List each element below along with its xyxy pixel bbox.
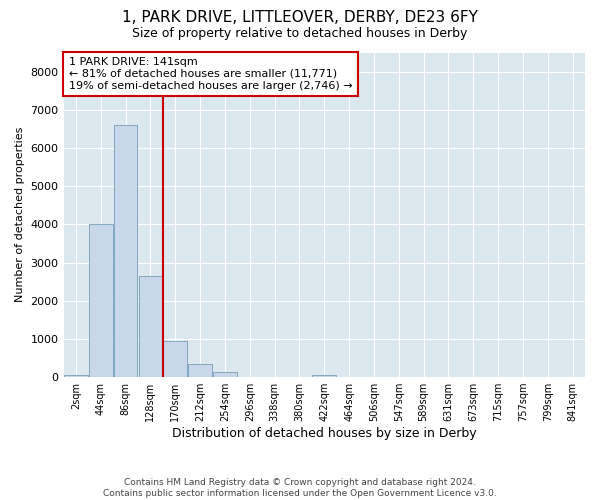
Y-axis label: Number of detached properties: Number of detached properties xyxy=(15,127,25,302)
Bar xyxy=(139,276,162,377)
Text: 1, PARK DRIVE, LITTLEOVER, DERBY, DE23 6FY: 1, PARK DRIVE, LITTLEOVER, DERBY, DE23 6… xyxy=(122,10,478,25)
X-axis label: Distribution of detached houses by size in Derby: Distribution of detached houses by size … xyxy=(172,427,476,440)
Text: Contains HM Land Registry data © Crown copyright and database right 2024.
Contai: Contains HM Land Registry data © Crown c… xyxy=(103,478,497,498)
Text: 1 PARK DRIVE: 141sqm
← 81% of detached houses are smaller (11,771)
19% of semi-d: 1 PARK DRIVE: 141sqm ← 81% of detached h… xyxy=(69,58,352,90)
Text: Size of property relative to detached houses in Derby: Size of property relative to detached ho… xyxy=(133,28,467,40)
Bar xyxy=(64,375,88,377)
Bar xyxy=(213,372,237,377)
Bar xyxy=(163,341,187,377)
Bar xyxy=(89,224,113,377)
Bar xyxy=(313,375,336,377)
Bar xyxy=(114,125,137,377)
Bar xyxy=(188,364,212,377)
